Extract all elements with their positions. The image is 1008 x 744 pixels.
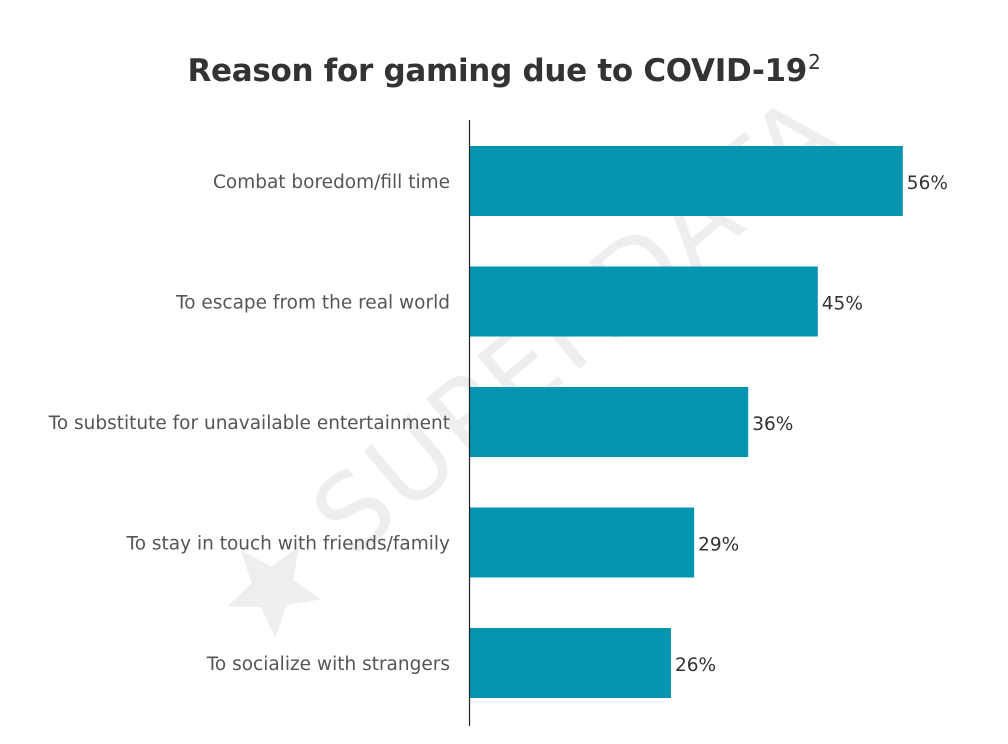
title-footnote: 2 (808, 50, 821, 74)
value-label-1: 45% (822, 294, 863, 315)
value-label-0: 56% (907, 173, 948, 194)
chart-title-text: Reason for gaming due to COVID-19 (187, 53, 808, 89)
star-icon (226, 546, 322, 638)
category-label-4: To socialize with strangers (206, 654, 450, 675)
bar-1 (470, 266, 818, 337)
bar-2 (470, 387, 749, 457)
category-label-3: To stay in touch with friends/family (126, 534, 450, 555)
chart-title: Reason for gaming due to COVID-192 (0, 50, 1008, 89)
category-label-2: To substitute for unavailable entertainm… (48, 413, 450, 434)
value-label-4: 26% (675, 655, 716, 676)
category-label-0: Combat boredom/fill time (213, 172, 450, 193)
bars-layer: Combat boredom/fill time 56% To escape fro… (48, 146, 948, 698)
bar-0 (470, 146, 903, 216)
category-label-1: To escape from the real world (175, 293, 450, 314)
value-label-3: 29% (698, 535, 739, 556)
bar-4 (470, 628, 671, 698)
value-label-2: 36% (752, 414, 793, 435)
bar-3 (470, 507, 695, 578)
